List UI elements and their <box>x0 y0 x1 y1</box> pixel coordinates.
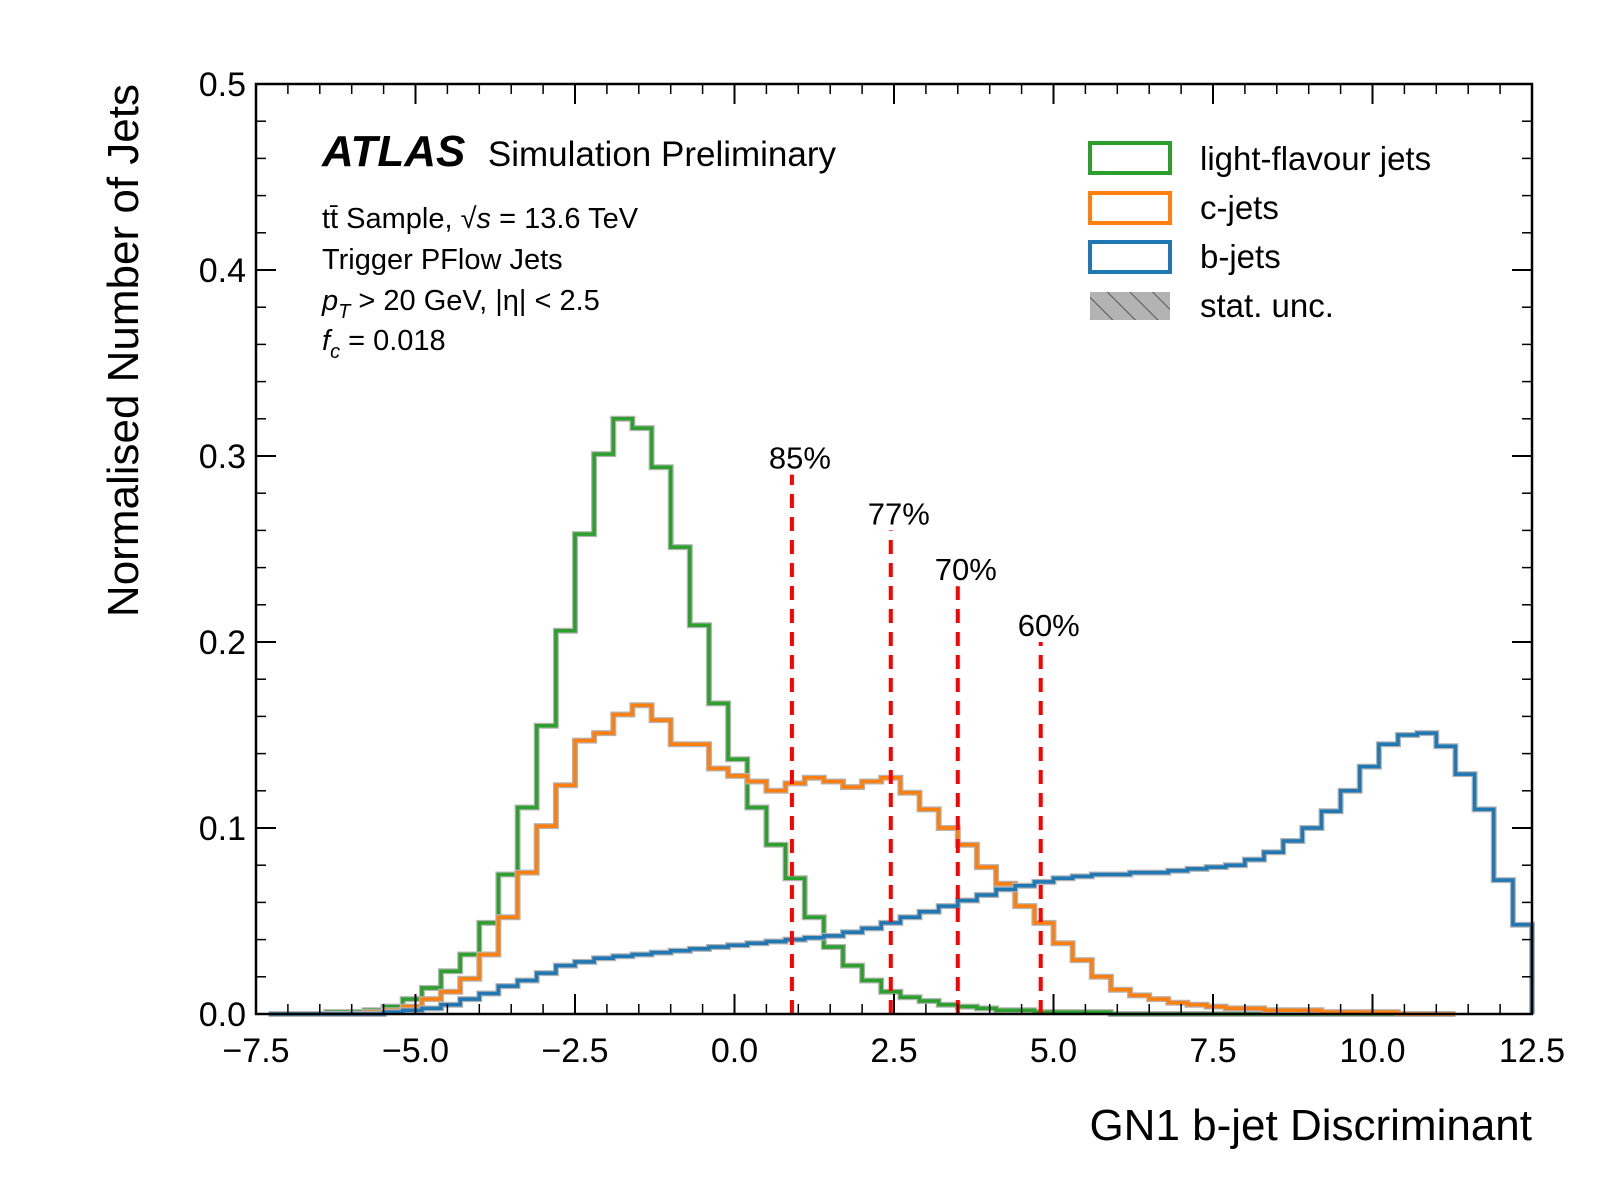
info-fc-symbol: f <box>322 325 333 357</box>
axis-ticks: −7.5 −5.0 −2.5 0.0 2.5 5.0 7.5 10.0 12.5 0.0 0.1 0.… <box>199 66 1565 1070</box>
atlas-status: Simulation Preliminary <box>488 135 837 174</box>
working-point-label-70: 70% <box>935 552 997 587</box>
info-sqrt-s: √s <box>461 203 491 235</box>
legend: light-flavour jets c-jets b-jets stat. u… <box>1088 140 1431 324</box>
atlas-label: ATLAS Simulation Preliminary <box>321 127 837 176</box>
y-tick-label: 0.4 <box>199 252 246 290</box>
working-points: 85% 77%70% 60% <box>769 441 1080 1014</box>
info-cut-values: > 20 GeV, |η| < 2.5 <box>350 285 599 317</box>
atlas-logo-text: ATLAS <box>321 127 465 176</box>
x-tick-label: −7.5 <box>222 1032 289 1070</box>
y-tick-label: 0.2 <box>199 624 246 662</box>
info-line-jets: Trigger PFlow Jets <box>322 244 563 276</box>
info-line-cuts: pT > 20 GeV, |η| < 2.5 <box>321 285 600 323</box>
legend-label-light: light-flavour jets <box>1200 140 1431 177</box>
info-pt-subscript: T <box>338 301 352 323</box>
histogram-light-flavour-jets <box>268 417 1456 1016</box>
info-sample-prefix: tt̄ Sample, <box>322 203 461 235</box>
x-tick-label: −2.5 <box>541 1032 608 1070</box>
info-line-fc: fc = 0.018 <box>322 325 446 363</box>
info-fc-value: = 0.018 <box>340 325 446 357</box>
x-tick-label: 12.5 <box>1499 1032 1565 1070</box>
legend-label-unc: stat. unc. <box>1200 287 1334 324</box>
x-tick-label: 0.0 <box>711 1032 758 1070</box>
y-tick-label: 0.5 <box>199 66 246 104</box>
histogram-c-jets <box>268 703 1456 1016</box>
x-axis-title: GN1 b-jet Discriminant <box>1089 1101 1532 1150</box>
info-energy: = 13.6 TeV <box>491 203 639 235</box>
working-point-label-85: 85% <box>769 441 831 476</box>
y-tick-label: 0.1 <box>199 810 246 848</box>
x-tick-label: 7.5 <box>1189 1032 1236 1070</box>
working-point-label-60: 60% <box>1018 608 1080 643</box>
info-pt-symbol: p <box>321 285 338 317</box>
legend-swatch-c <box>1088 191 1172 225</box>
legend-swatch-b <box>1088 240 1172 274</box>
x-tick-label: 2.5 <box>870 1032 917 1070</box>
legend-label-b: b-jets <box>1200 238 1281 275</box>
legend-swatch-light <box>1088 141 1172 175</box>
x-tick-label: −5.0 <box>382 1032 449 1070</box>
histogram-b-jets <box>268 731 1534 1016</box>
stat-unc-band-light-flavour-jets <box>268 415 1456 1017</box>
y-tick-label: 0.0 <box>199 996 246 1034</box>
working-point-label-77: 77% <box>868 496 930 531</box>
legend-swatch-unc <box>1090 292 1170 320</box>
info-fc-subscript: c <box>330 341 340 363</box>
x-tick-label: 5.0 <box>1030 1032 1077 1070</box>
info-line-sample: tt̄ Sample, √s = 13.6 TeV <box>322 203 639 235</box>
legend-label-c: c-jets <box>1200 189 1279 226</box>
y-axis-title: Normalised Number of Jets <box>99 84 148 617</box>
x-tick-label: 10.0 <box>1339 1032 1405 1070</box>
y-tick-label: 0.3 <box>199 438 246 476</box>
